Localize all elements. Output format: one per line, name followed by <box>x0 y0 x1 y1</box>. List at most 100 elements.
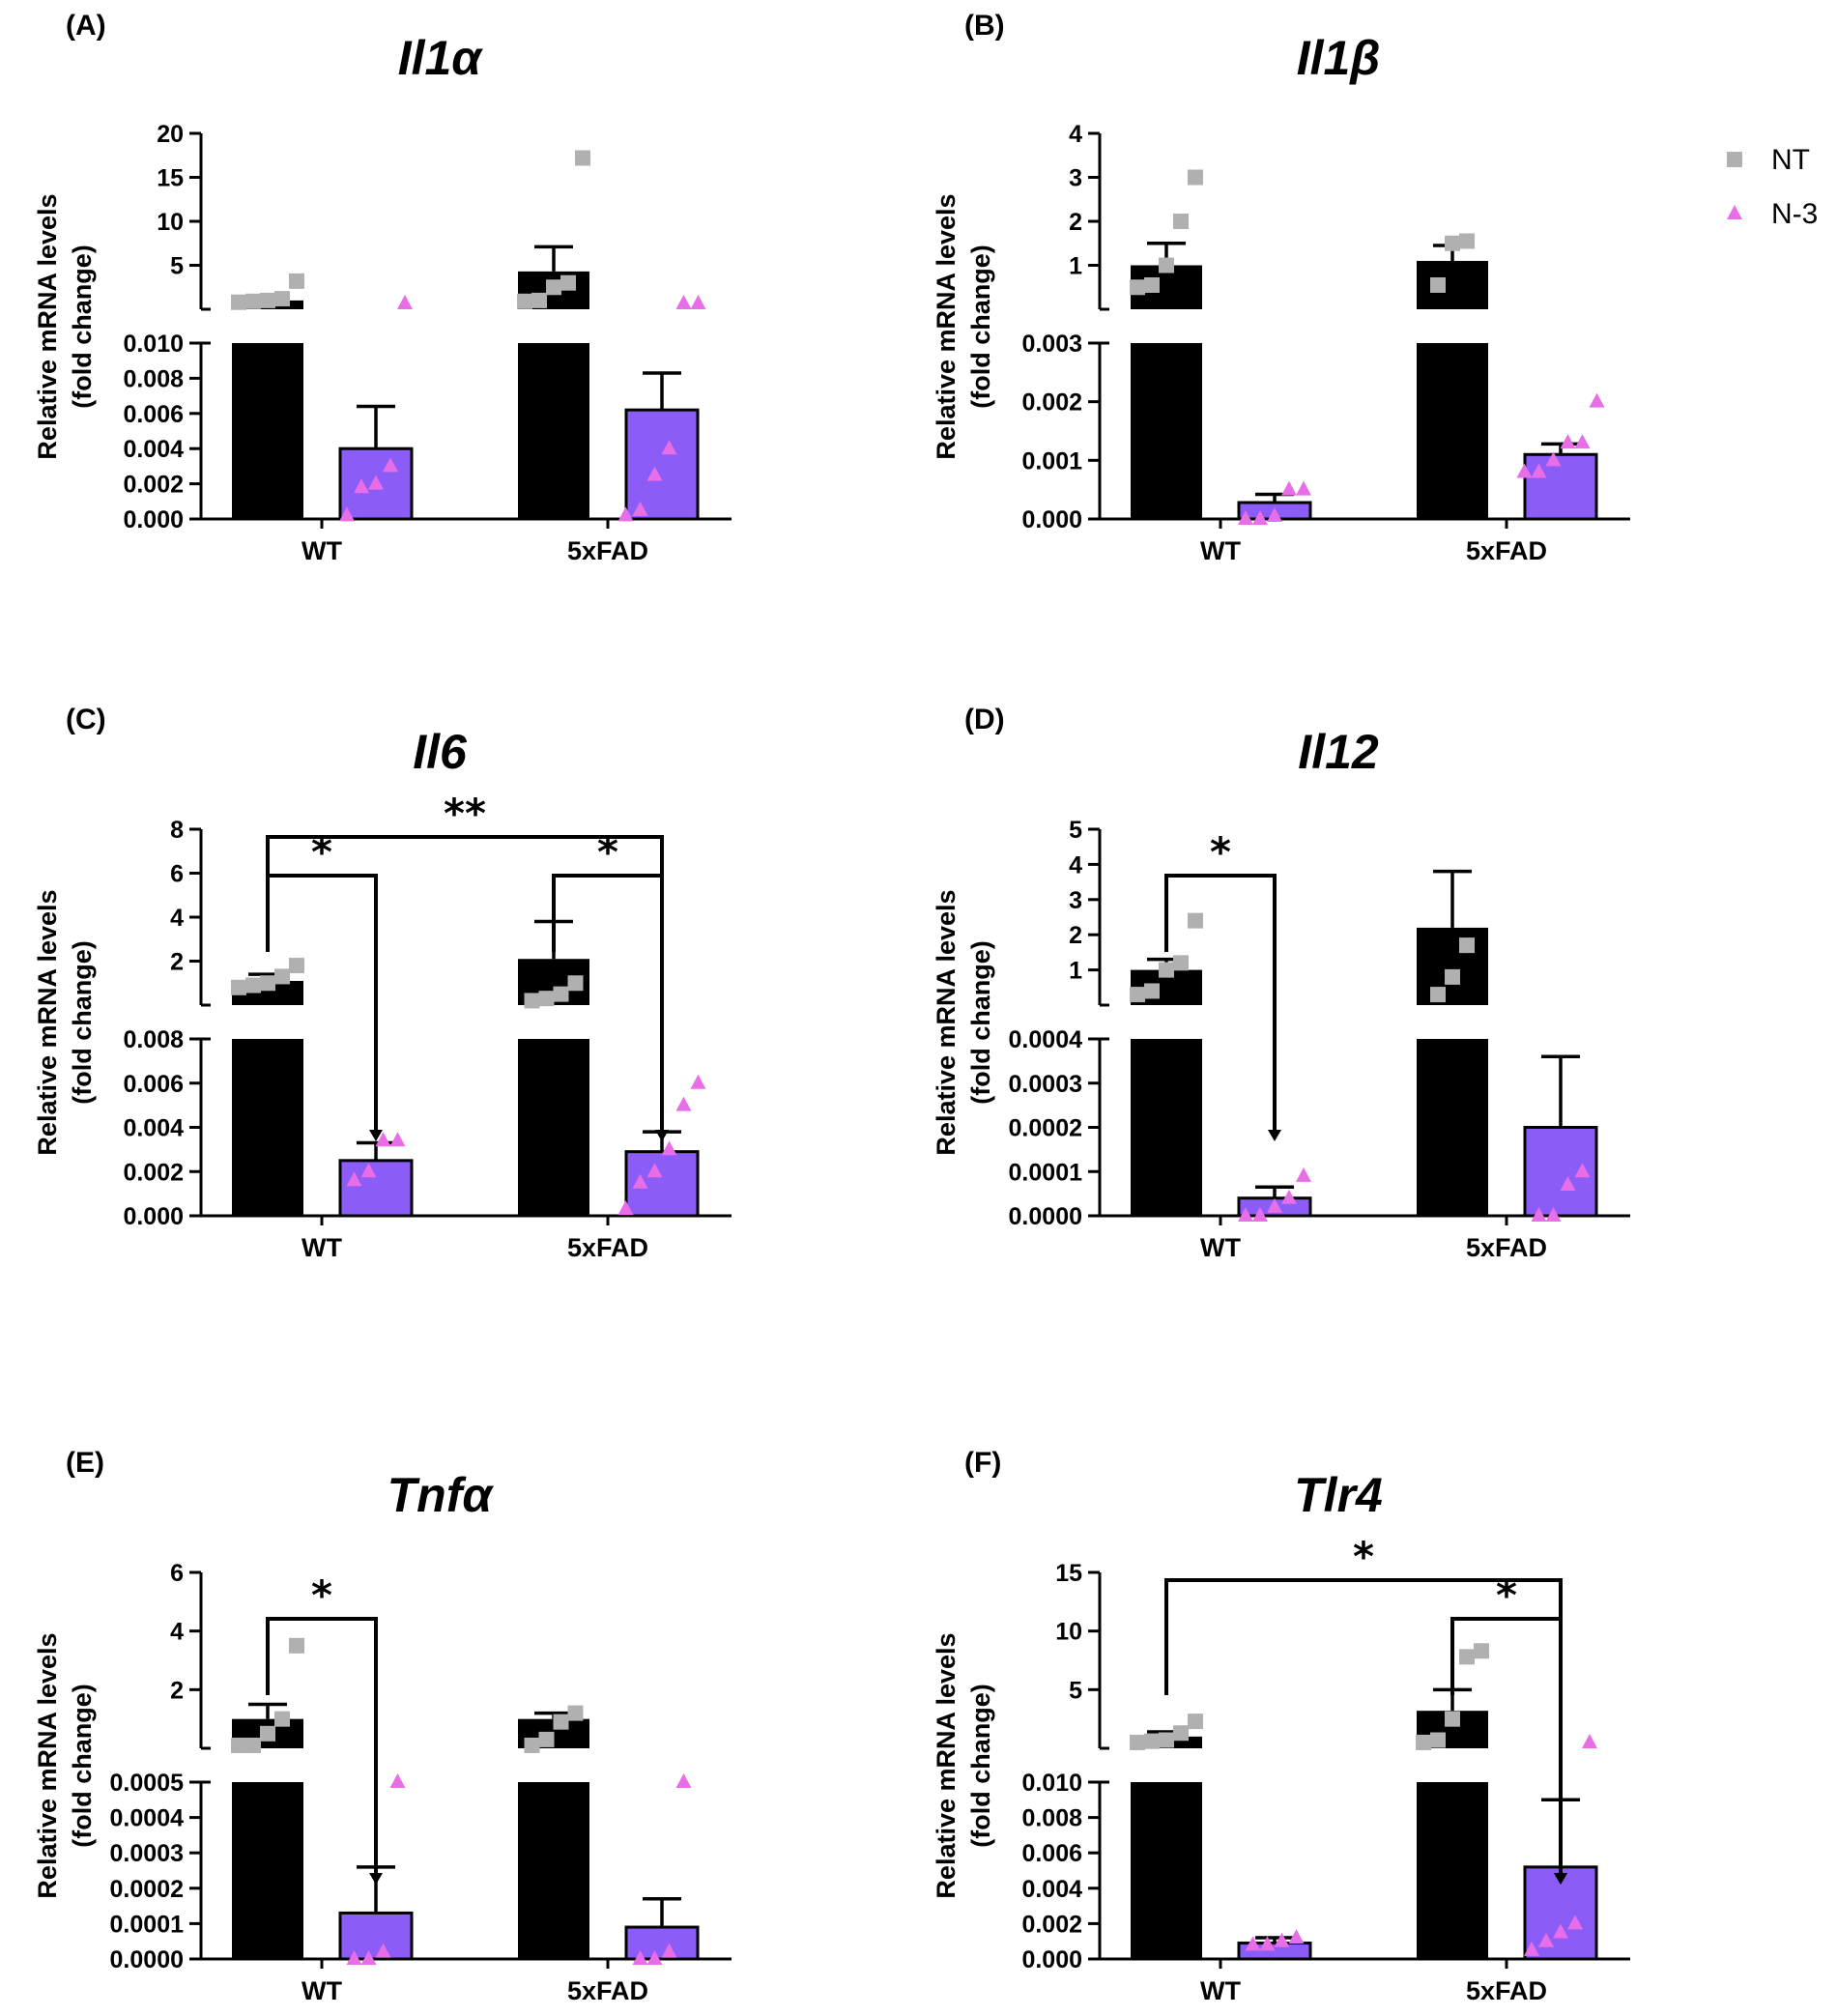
panel-label: (E) <box>66 1447 104 1479</box>
y-tick-label: 5 <box>1069 817 1082 844</box>
y-tick-label: 0.003 <box>1021 331 1082 358</box>
data-point-n3 <box>675 295 692 309</box>
significance-arrow <box>1554 1873 1567 1885</box>
data-point-nt <box>524 993 540 1009</box>
chart-title: Tlr4 <box>1294 1468 1383 1522</box>
chart-title: Il6 <box>413 725 468 779</box>
data-point-n3 <box>690 1074 706 1089</box>
x-tick-label: WT <box>1200 1976 1241 2005</box>
panel-label: (A) <box>66 10 106 42</box>
data-point-n3 <box>1567 1915 1583 1930</box>
y-tick-label: 0.004 <box>123 1115 184 1142</box>
y-tick-label: 0.002 <box>1021 1911 1082 1938</box>
y-tick-label: 3 <box>1069 165 1082 192</box>
data-point-n3 <box>1582 1734 1597 1748</box>
data-point-nt <box>1144 276 1160 293</box>
data-point-n3 <box>1267 1197 1282 1213</box>
y-tick-label: 6 <box>170 1560 184 1587</box>
data-point-nt <box>546 279 561 296</box>
data-point-n3 <box>375 1132 391 1147</box>
data-point-nt <box>260 975 275 992</box>
x-tick-label: 5xFAD <box>567 1233 648 1262</box>
data-point-n3 <box>375 1943 391 1958</box>
data-point-n3 <box>1553 1923 1568 1939</box>
data-point-n3 <box>368 475 384 490</box>
y-tick-label: 0.008 <box>1021 1805 1082 1832</box>
y-axis-label-line: Relative mRNA levels <box>932 193 961 459</box>
y-tick-label: 0.000 <box>123 1203 184 1230</box>
y-tick-label: 0.010 <box>123 331 184 358</box>
y-tick-label: 10 <box>157 209 184 236</box>
data-point-n3 <box>1545 451 1562 467</box>
y-tick-label: 0.0005 <box>110 1770 185 1797</box>
data-point-n3 <box>383 457 398 473</box>
bar-nt-upper <box>1417 927 1488 1005</box>
significance-arrow <box>369 1130 383 1141</box>
data-point-nt <box>1144 983 1160 999</box>
significance-label: ** <box>444 790 486 837</box>
x-tick-label: WT <box>1200 536 1241 565</box>
data-point-nt <box>553 1714 569 1730</box>
y-tick-label: 15 <box>157 165 184 192</box>
data-point-n3 <box>1252 510 1268 525</box>
data-point-nt <box>1173 955 1189 971</box>
bar-n3 <box>624 408 700 521</box>
data-point-nt <box>1159 1732 1174 1748</box>
data-point-nt <box>1173 1725 1189 1742</box>
y-axis-label: Relative mRNA levels (fold change) <box>932 1632 995 1898</box>
chart-title: Tnfα <box>387 1468 495 1522</box>
y-tick-label: 0.004 <box>123 436 184 463</box>
bar-n3 <box>338 1911 414 1961</box>
bar-nt-lower <box>518 1039 589 1216</box>
bar-nt-lower <box>232 1039 303 1216</box>
significance-arrow <box>1268 1130 1281 1141</box>
data-point-nt <box>517 293 532 309</box>
y-axis-label-line: Relative mRNA levels <box>33 1632 62 1898</box>
data-point-nt <box>289 1637 304 1654</box>
bar-nt-lower <box>1417 1782 1488 1959</box>
y-tick-label: 10 <box>1055 1619 1082 1646</box>
y-axis-label-line: (fold change) <box>966 940 995 1105</box>
bar-nt-lower <box>518 343 589 519</box>
data-point-n3 <box>690 295 706 309</box>
data-point-nt <box>1173 214 1189 229</box>
data-point-n3 <box>354 478 369 494</box>
data-point-nt <box>1416 1734 1431 1750</box>
y-tick-label: 0.0003 <box>1009 1071 1082 1098</box>
data-point-nt <box>1130 279 1145 296</box>
data-point-nt <box>567 1705 584 1721</box>
y-axis-label: Relative mRNA levels (fold change) <box>33 193 97 459</box>
bar-nt-lower <box>1131 1782 1202 1959</box>
y-tick-label: 1 <box>1069 253 1082 280</box>
significance-label: * <box>1353 1533 1374 1580</box>
y-tick-label: 0.000 <box>1021 1946 1082 1973</box>
data-point-nt <box>260 1725 275 1742</box>
y-axis-label: Relative mRNA levels (fold change) <box>932 889 995 1155</box>
significance-bracket <box>1164 1578 1563 1877</box>
data-point-nt <box>274 1711 290 1727</box>
y-axis-label-line: (fold change) <box>68 1684 97 1848</box>
data-point-n3 <box>1574 1163 1591 1178</box>
data-point-n3 <box>632 501 648 516</box>
data-point-n3 <box>1545 1207 1562 1222</box>
significance-bracket <box>1164 874 1277 1134</box>
y-tick-label: 1 <box>1069 958 1082 985</box>
data-point-n3 <box>1589 392 1605 408</box>
x-tick-label: 5xFAD <box>1466 1976 1547 2005</box>
data-point-nt <box>289 958 304 974</box>
data-point-nt <box>260 292 275 308</box>
legend-label: NT <box>1771 144 1810 176</box>
chart-title: Il12 <box>1298 725 1379 779</box>
y-tick-label: 0.002 <box>123 472 184 499</box>
y-tick-label: 0.008 <box>123 1026 184 1053</box>
significance-label: * <box>311 1571 332 1619</box>
y-tick-label: 2 <box>1069 209 1082 236</box>
y-tick-label: 0.0004 <box>1009 1026 1083 1053</box>
y-tick-label: 0.006 <box>1021 1840 1082 1867</box>
chart-panel: (F) Tlr4 Relative mRNA levels (fold change)… <box>932 1447 1630 2005</box>
bar-nt-lower <box>1131 343 1202 519</box>
significance-label: * <box>311 828 332 876</box>
legend-marker-n3 <box>1727 205 1742 219</box>
y-tick-label: 5 <box>1069 1677 1082 1704</box>
data-point-nt <box>289 273 304 289</box>
